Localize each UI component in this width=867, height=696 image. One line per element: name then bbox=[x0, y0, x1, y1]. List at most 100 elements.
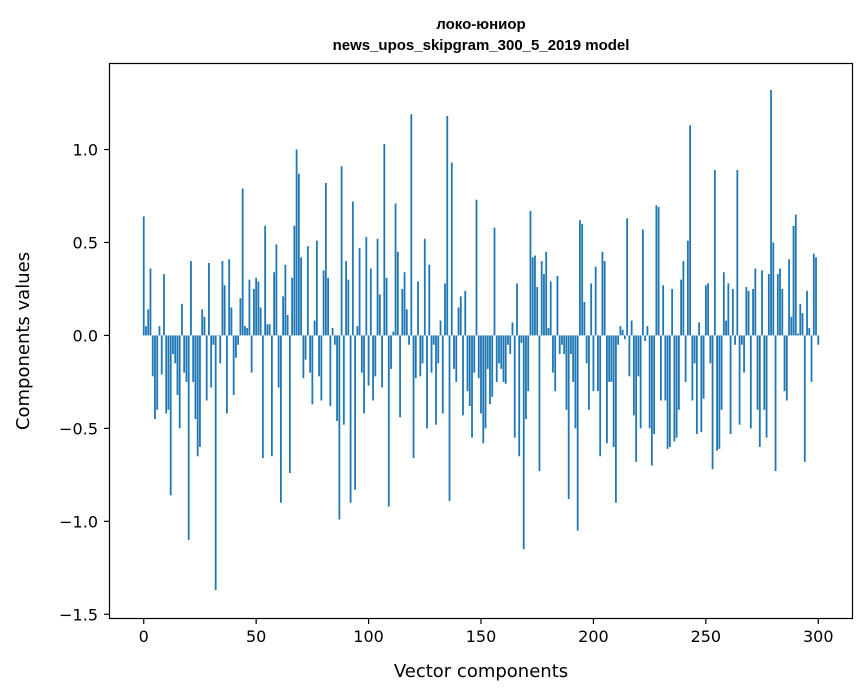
bar bbox=[709, 335, 712, 364]
bar bbox=[327, 277, 329, 336]
bar bbox=[149, 268, 152, 336]
bar bbox=[689, 125, 692, 336]
bar bbox=[329, 335, 332, 407]
bar bbox=[394, 203, 397, 336]
bar bbox=[612, 335, 615, 447]
bar bbox=[333, 335, 336, 345]
y-tick-label: 0.0 bbox=[73, 326, 98, 345]
bar bbox=[345, 261, 347, 336]
bar bbox=[277, 335, 280, 388]
bar bbox=[304, 335, 307, 360]
bar bbox=[169, 335, 172, 496]
bar bbox=[156, 335, 159, 410]
bar bbox=[597, 335, 599, 392]
bar bbox=[428, 264, 431, 336]
bar bbox=[450, 162, 453, 336]
bar bbox=[797, 333, 799, 336]
bar bbox=[187, 335, 190, 540]
bar bbox=[767, 274, 770, 336]
bar bbox=[466, 335, 469, 392]
bar bbox=[185, 335, 188, 382]
bar bbox=[702, 335, 705, 399]
bar bbox=[792, 225, 795, 336]
bar bbox=[208, 262, 210, 336]
chart-title-line-1: локо-юниор bbox=[436, 16, 525, 33]
bar bbox=[205, 335, 208, 401]
bar bbox=[794, 214, 797, 336]
bar bbox=[754, 268, 757, 336]
bar bbox=[498, 335, 500, 364]
bar bbox=[246, 327, 249, 336]
bar bbox=[671, 288, 674, 336]
bar bbox=[273, 272, 276, 336]
bars-group bbox=[142, 90, 820, 591]
bar bbox=[563, 335, 566, 355]
bar bbox=[482, 335, 485, 444]
bar bbox=[583, 301, 586, 336]
bar bbox=[410, 114, 413, 336]
bar bbox=[158, 326, 161, 336]
bar bbox=[331, 327, 334, 336]
bar bbox=[815, 257, 817, 336]
x-tick-label: 200 bbox=[578, 627, 609, 646]
bar bbox=[223, 285, 226, 336]
bar bbox=[504, 335, 507, 384]
bar bbox=[502, 335, 505, 382]
x-axis-ticks: 0 50 100 150 200 250 300 bbox=[139, 618, 834, 646]
bar bbox=[673, 335, 676, 442]
bar bbox=[624, 335, 626, 340]
bar bbox=[601, 251, 604, 336]
bar bbox=[558, 335, 561, 355]
bar bbox=[358, 248, 361, 336]
bar bbox=[468, 335, 471, 407]
x-tick-label: 250 bbox=[691, 627, 722, 646]
bar bbox=[203, 316, 206, 336]
bar bbox=[354, 335, 356, 490]
bar bbox=[570, 335, 572, 355]
bar bbox=[698, 322, 700, 336]
bar bbox=[253, 288, 255, 336]
bar bbox=[356, 326, 359, 336]
bar bbox=[489, 335, 491, 405]
bar bbox=[172, 335, 174, 355]
bar bbox=[464, 290, 467, 336]
bar bbox=[435, 335, 437, 425]
y-tick-label: −1.5 bbox=[59, 605, 98, 624]
bar bbox=[738, 335, 741, 425]
bar bbox=[183, 335, 186, 373]
bar bbox=[259, 307, 262, 336]
bar bbox=[446, 116, 449, 336]
bar bbox=[268, 324, 271, 336]
bar bbox=[437, 335, 440, 364]
bar bbox=[221, 261, 224, 336]
bar bbox=[286, 314, 289, 336]
bar bbox=[675, 335, 678, 438]
bar bbox=[545, 251, 548, 336]
bar bbox=[145, 326, 147, 336]
bar bbox=[531, 257, 534, 336]
bar bbox=[365, 236, 368, 336]
y-tick-label: −0.5 bbox=[59, 419, 98, 438]
bar bbox=[529, 210, 532, 336]
chart-title-line-2: news_upos_skipgram_300_5_2019 model bbox=[333, 37, 630, 54]
bar bbox=[554, 335, 557, 392]
bar bbox=[621, 329, 624, 336]
bar bbox=[282, 296, 285, 336]
bar bbox=[250, 335, 253, 373]
bar bbox=[491, 335, 494, 397]
bar bbox=[641, 229, 644, 336]
bar bbox=[561, 335, 563, 345]
bar bbox=[165, 335, 168, 414]
y-tick-label: −1.0 bbox=[59, 512, 98, 531]
bar bbox=[711, 335, 714, 470]
bar bbox=[592, 335, 595, 392]
bar bbox=[392, 331, 395, 336]
bar bbox=[147, 309, 150, 336]
bar bbox=[196, 335, 199, 457]
bar bbox=[509, 335, 512, 355]
bar bbox=[293, 225, 296, 336]
plot-frame bbox=[108, 62, 854, 620]
bar bbox=[758, 335, 761, 447]
bar bbox=[426, 335, 428, 429]
bar bbox=[174, 335, 177, 364]
